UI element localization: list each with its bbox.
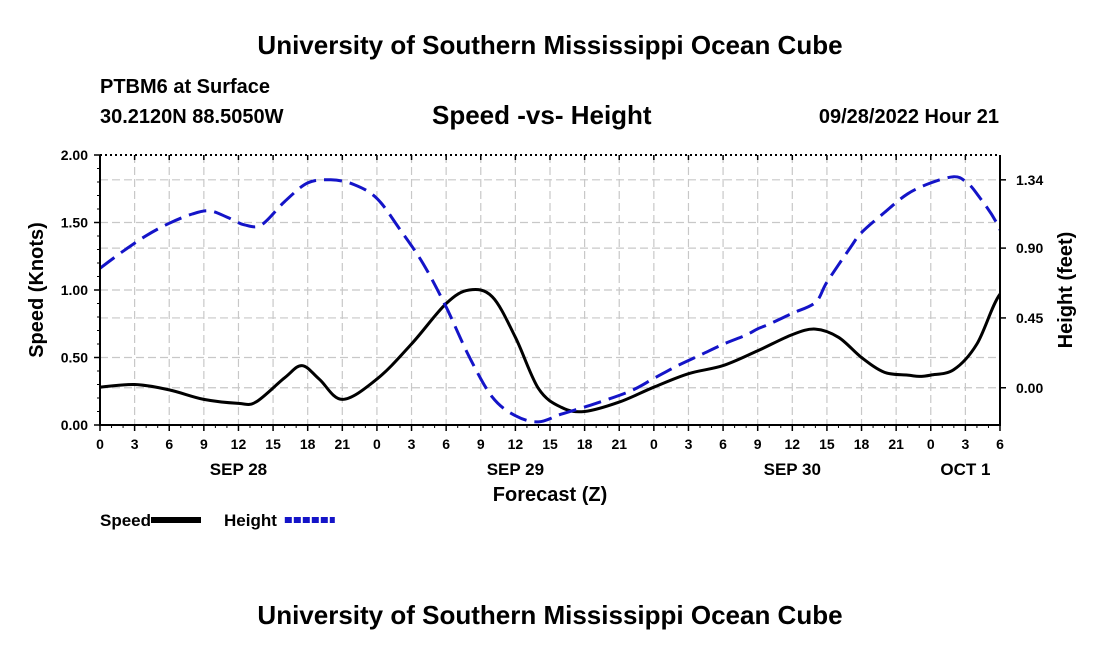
x-tick-label: 0: [650, 436, 658, 452]
y-axis-title: Speed (Knots): [26, 222, 48, 358]
y-tick-label: 1.50: [61, 215, 88, 231]
x-tick-label: 15: [542, 436, 558, 452]
x-tick-label: 6: [719, 436, 727, 452]
x-date-label: OCT 1: [940, 460, 990, 479]
x-date-label: SEP 29: [487, 460, 544, 479]
x-tick-label: 9: [754, 436, 762, 452]
x-tick-label: 3: [685, 436, 693, 452]
y-tick-label: 2.00: [61, 147, 88, 163]
legend-label-speed: Speed: [100, 511, 151, 530]
x-tick-label: 6: [165, 436, 173, 452]
x-tick-label: 15: [265, 436, 281, 452]
grid-lines: [100, 155, 1000, 425]
x-tick-label: 15: [819, 436, 835, 452]
x-axis-title: Forecast (Z): [493, 484, 607, 506]
y-tick-label: 0.00: [61, 417, 88, 433]
x-tick-label: 12: [508, 436, 524, 452]
x-tick-label: 12: [785, 436, 801, 452]
x-tick-label: 0: [96, 436, 104, 452]
y-right-axis-title: Height (feet): [1055, 232, 1077, 349]
y-right-tick-label: 0.90: [1016, 240, 1043, 256]
plot-frame: [94, 154, 1006, 431]
chart-title-top: University of Southern Mississippi Ocean…: [257, 30, 843, 60]
x-tick-label: 21: [611, 436, 627, 452]
x-tick-label: 21: [335, 436, 351, 452]
y-right-tick-label: 1.34: [1016, 172, 1043, 188]
coordinates-label: 30.2120N 88.5050W: [100, 106, 284, 128]
x-tick-label: 12: [231, 436, 247, 452]
x-tick-label: 6: [996, 436, 1004, 452]
x-tick-label: 18: [577, 436, 593, 452]
x-tick-label: 3: [408, 436, 416, 452]
x-date-label: SEP 30: [764, 460, 821, 479]
x-tick-label: 0: [373, 436, 381, 452]
chart-subtitle: Speed -vs- Height: [432, 100, 652, 130]
x-tick-label: 3: [961, 436, 969, 452]
date-hour-label: 09/28/2022 Hour 21: [818, 106, 999, 128]
x-date-label: SEP 28: [210, 460, 267, 479]
axis-labels: 0 3 6 9 12 15 18 21 0 3 6 9 12 15 18 21 0 3 6 9 12 15 18 21 0 3 6 S…: [26, 147, 1077, 506]
y-tick-label: 1.00: [61, 282, 88, 298]
series-layer: [100, 175, 1000, 424]
x-tick-label: 9: [477, 436, 485, 452]
series-line-speed: [100, 287, 1000, 414]
x-tick-label: 18: [300, 436, 316, 452]
chart-title-bottom: University of Southern Mississippi Ocean…: [257, 600, 843, 630]
y-right-tick-label: 0.00: [1016, 380, 1043, 396]
x-tick-label: 6: [442, 436, 450, 452]
legend: Speed Height: [100, 511, 335, 530]
x-tick-label: 18: [854, 436, 870, 452]
y-tick-label: 0.50: [61, 350, 88, 366]
x-tick-label: 3: [131, 436, 139, 452]
series-line-height: [100, 175, 1000, 424]
x-tick-label: 21: [888, 436, 904, 452]
x-tick-label: 9: [200, 436, 208, 452]
x-tick-label: 0: [927, 436, 935, 452]
station-label: PTBM6 at Surface: [100, 76, 271, 98]
legend-label-height: Height: [224, 511, 277, 530]
y-right-tick-label: 0.45: [1016, 310, 1043, 326]
